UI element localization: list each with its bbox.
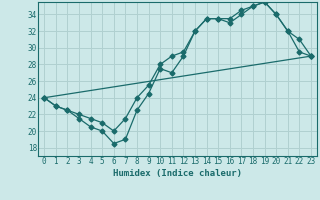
X-axis label: Humidex (Indice chaleur): Humidex (Indice chaleur) (113, 169, 242, 178)
